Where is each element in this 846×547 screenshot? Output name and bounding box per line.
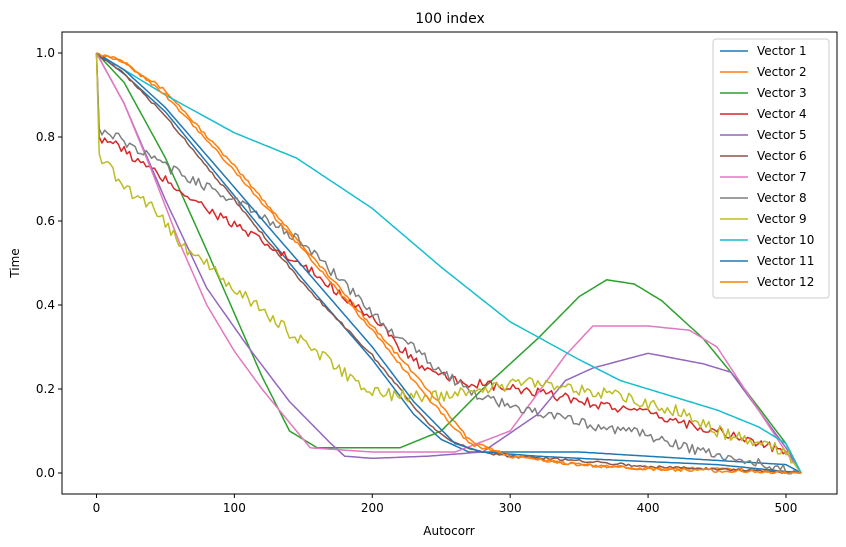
chart-title: 100 index — [415, 11, 484, 27]
y-axis: 0.0 0.2 0.4 0.6 0.8 1.0 — [36, 46, 62, 480]
legend-label: Vector 11 — [757, 254, 814, 268]
legend-label: Vector 3 — [757, 86, 807, 100]
legend-label: Vector 4 — [757, 107, 807, 121]
y-tick-label: 0.4 — [36, 298, 55, 312]
x-tick-label: 100 — [223, 501, 246, 515]
y-tick-label: 0.0 — [36, 466, 55, 480]
legend-label: Vector 5 — [757, 128, 807, 142]
legend-label: Vector 1 — [757, 44, 807, 58]
x-tick-label: 200 — [361, 501, 384, 515]
x-tick-label: 500 — [775, 501, 798, 515]
x-tick-label: 300 — [499, 501, 522, 515]
legend-label: Vector 2 — [757, 65, 807, 79]
series-line-11 — [96, 52, 802, 474]
series-line-5 — [95, 52, 802, 474]
series-line-8 — [95, 52, 802, 475]
legend-label: Vector 6 — [757, 149, 807, 163]
plot-area — [95, 52, 802, 475]
y-tick-label: 0.2 — [36, 382, 55, 396]
legend-label: Vector 10 — [757, 233, 814, 247]
legend-box — [712, 38, 830, 299]
x-axis: 0 100 200 300 400 500 — [93, 494, 798, 515]
axes-frame — [61, 31, 838, 495]
y-tick-label: 0.8 — [36, 130, 55, 144]
series-line-10 — [96, 52, 802, 474]
y-tick-label: 0.6 — [36, 214, 55, 228]
legend-label: Vector 12 — [757, 275, 814, 289]
x-tick-label: 0 — [93, 501, 101, 515]
legend-label: Vector 7 — [757, 170, 807, 184]
x-tick-label: 400 — [637, 501, 660, 515]
series-line-9 — [95, 52, 802, 474]
series-line-6 — [96, 52, 802, 475]
legend-label: Vector 8 — [757, 191, 807, 205]
series-line-1 — [96, 52, 802, 474]
y-tick-label: 1.0 — [36, 46, 55, 60]
legend-label: Vector 9 — [757, 212, 807, 226]
series-line-7 — [95, 52, 802, 474]
legend: Vector 1 Vector 2 Vector 3 Vector 4 Vector 5… — [712, 38, 830, 299]
x-axis-label: Autocorr — [423, 524, 475, 538]
series-line-12 — [96, 52, 802, 475]
y-axis-label: Time — [8, 248, 22, 278]
